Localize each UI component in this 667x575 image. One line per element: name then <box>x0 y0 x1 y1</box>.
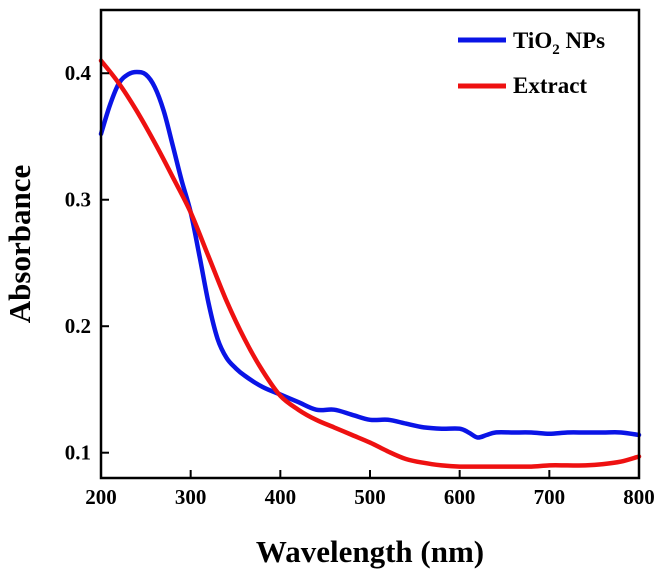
y-axis-title: Absorbance <box>2 165 37 323</box>
x-tick-label: 800 <box>623 485 655 509</box>
ticks-layer: 200 300 400 500 600 700 800 0.1 0.2 0.3 0.4 <box>65 61 655 509</box>
x-tick-label: 400 <box>265 485 297 509</box>
legend-label-tio2: TiO2 NPs <box>513 28 605 58</box>
series-line-tio2 <box>98 69 642 440</box>
x-tick-label: 600 <box>444 485 476 509</box>
y-tick-label: 0.1 <box>65 441 91 465</box>
legend-label-extract: Extract <box>513 73 587 98</box>
series-layer <box>98 58 642 469</box>
x-tick-label: 300 <box>175 485 207 509</box>
y-tick-label: 0.4 <box>65 61 92 85</box>
x-tick-label: 700 <box>534 485 566 509</box>
y-tick-label: 0.3 <box>65 188 91 212</box>
x-tick-label: 200 <box>85 485 117 509</box>
legend: TiO2 NPs Extract <box>458 28 605 98</box>
series-line-extract <box>98 58 642 469</box>
y-tick-label: 0.2 <box>65 314 91 338</box>
x-tick-label: 500 <box>354 485 386 509</box>
x-axis-title: Wavelength (nm) <box>256 534 484 569</box>
